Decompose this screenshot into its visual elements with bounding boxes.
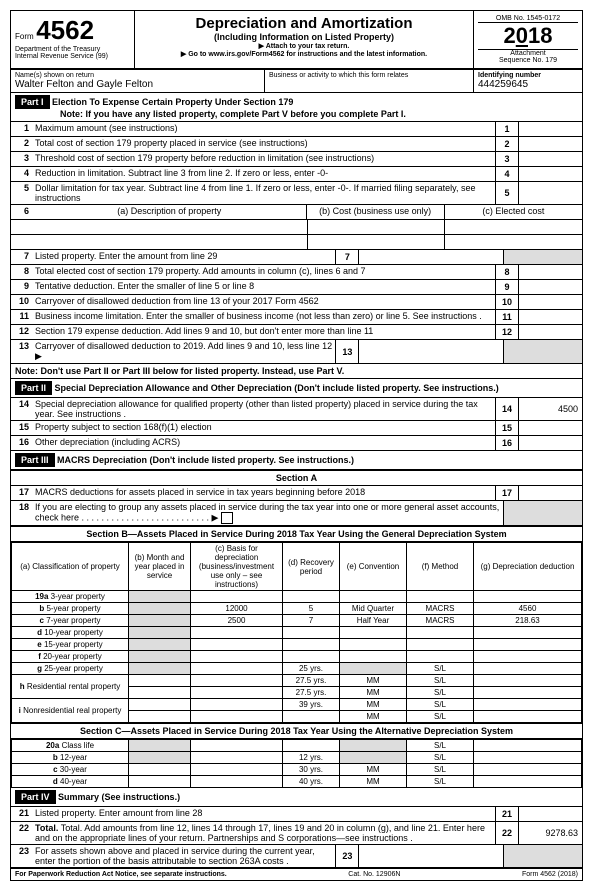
form-title: Depreciation and Amortization bbox=[139, 15, 469, 32]
part2-note: Note: Don't use Part II or Part III belo… bbox=[11, 364, 582, 379]
col-a: (a) Description of property bbox=[33, 205, 307, 219]
row-19g: g 25-year property25 yrs.S/L bbox=[12, 663, 582, 675]
line-22: 22Total. Total. Add amounts from line 12… bbox=[11, 822, 582, 845]
id-cell: Identifying number 444259645 bbox=[474, 70, 582, 92]
line-11: 11Business income limitation. Enter the … bbox=[11, 310, 582, 325]
attach-note: Attach to your tax return. bbox=[139, 42, 469, 50]
omb-number: OMB No. 1545-0172 bbox=[478, 15, 578, 23]
part3-header: Part III MACRS Depreciation (Don't inclu… bbox=[11, 451, 582, 470]
table-header-row: (a) Classification of property (b) Month… bbox=[12, 543, 582, 591]
header-right: OMB No. 1545-0172 2018 Attachment Sequen… bbox=[473, 11, 582, 68]
irs-label: Internal Revenue Service (99) bbox=[15, 53, 130, 60]
sequence-number: Sequence No. 179 bbox=[478, 57, 578, 64]
row-20a: 20a Class lifeS/L bbox=[12, 740, 582, 752]
part1-label: Part I bbox=[15, 95, 50, 109]
line-18: 18If you are electing to group any asset… bbox=[11, 501, 582, 526]
line-1: 1Maximum amount (see instructions)1 bbox=[11, 122, 582, 137]
form-footer: For Paperwork Reduction Act Notice, see … bbox=[11, 868, 582, 880]
footer-right: Form 4562 (2018) bbox=[522, 871, 578, 878]
line-9: 9Tentative deduction. Enter the smaller … bbox=[11, 280, 582, 295]
line-13: 13Carryover of disallowed deduction to 2… bbox=[11, 340, 582, 364]
footer-center: Cat. No. 12906N bbox=[348, 871, 400, 878]
attachment-label: Attachment bbox=[478, 49, 578, 57]
footer-left: For Paperwork Reduction Act Notice, see … bbox=[15, 871, 227, 878]
names-cell: Name(s) shown on return Walter Felton an… bbox=[11, 70, 265, 92]
row-19a: 19a 3-year property bbox=[12, 591, 582, 603]
line-2: 2Total cost of section 179 property plac… bbox=[11, 137, 582, 152]
section-a-header: Section A bbox=[11, 470, 582, 486]
line-16: 16Other depreciation (including ACRS)16 bbox=[11, 436, 582, 451]
row-19b: b 5-year property120005Mid QuarterMACRS4… bbox=[12, 603, 582, 615]
part1-header: Part I Election To Expense Certain Prope… bbox=[11, 93, 582, 122]
row-19f: f 20-year property bbox=[12, 651, 582, 663]
part4-header: Part IV Summary (See instructions.) bbox=[11, 788, 582, 807]
line-6-row2[interactable] bbox=[11, 235, 582, 250]
header-center: Depreciation and Amortization (Including… bbox=[135, 11, 473, 68]
business-cell: Business or activity to which this form … bbox=[265, 70, 474, 92]
form-prefix: Form bbox=[15, 32, 34, 41]
name-row: Name(s) shown on return Walter Felton an… bbox=[11, 70, 582, 93]
tax-year: 2018 bbox=[478, 23, 578, 49]
form-header: Form 4562 Department of the Treasury Int… bbox=[11, 11, 582, 70]
id-label: Identifying number bbox=[478, 72, 578, 79]
col-c: (c) Elected cost bbox=[445, 205, 582, 219]
names-value: Walter Felton and Gayle Felton bbox=[15, 79, 260, 90]
part1-title: Election To Expense Certain Property Und… bbox=[52, 97, 293, 107]
row-19i-1: i Nonresidential real property39 yrs.MMS… bbox=[12, 699, 582, 711]
part1-note: Note: If you have any listed property, c… bbox=[60, 109, 406, 119]
dept-label: Department of the Treasury bbox=[15, 46, 130, 53]
section-c-table: 20a Class lifeS/L b 12-year12 yrs.S/L c … bbox=[11, 739, 582, 788]
line-8: 8Total elected cost of section 179 prope… bbox=[11, 265, 582, 280]
row-19e: e 15-year property bbox=[12, 639, 582, 651]
col-b: (b) Cost (business use only) bbox=[307, 205, 445, 219]
line-3: 3Threshold cost of section 179 property … bbox=[11, 152, 582, 167]
line-6-row1[interactable] bbox=[11, 220, 582, 235]
id-value: 444259645 bbox=[478, 79, 578, 90]
checkbox[interactable] bbox=[221, 512, 233, 524]
line-14: 14Special depreciation allowance for qua… bbox=[11, 398, 582, 421]
row-20b: b 12-year12 yrs.S/L bbox=[12, 752, 582, 764]
section-c-header: Section C—Assets Placed in Service Durin… bbox=[11, 723, 582, 739]
section-b-header: Section B—Assets Placed in Service Durin… bbox=[11, 526, 582, 542]
url-note: Go to www.irs.gov/Form4562 for instructi… bbox=[139, 50, 469, 58]
form-number: 4562 bbox=[36, 15, 94, 45]
row-20d: d 40-year40 yrs.MMS/L bbox=[12, 776, 582, 788]
line-22-value[interactable]: 9278.63 bbox=[518, 822, 582, 844]
header-left: Form 4562 Department of the Treasury Int… bbox=[11, 11, 135, 68]
line-15: 15Property subject to section 168(f)(1) … bbox=[11, 421, 582, 436]
row-19d: d 10-year property bbox=[12, 627, 582, 639]
line-5: 5Dollar limitation for tax year. Subtrac… bbox=[11, 182, 582, 205]
row-20c: c 30-year30 yrs.MMS/L bbox=[12, 764, 582, 776]
line-21: 21Listed property. Enter amount from lin… bbox=[11, 807, 582, 822]
row-19h-1: h Residential rental property27.5 yrs.MM… bbox=[12, 675, 582, 687]
form-subtitle: (Including Information on Listed Propert… bbox=[139, 32, 469, 42]
line-10: 10Carryover of disallowed deduction from… bbox=[11, 295, 582, 310]
names-label: Name(s) shown on return bbox=[15, 72, 260, 79]
line-17: 17MACRS deductions for assets placed in … bbox=[11, 486, 582, 501]
section-b-table: (a) Classification of property (b) Month… bbox=[11, 542, 582, 723]
line-6-header: 6 (a) Description of property (b) Cost (… bbox=[11, 205, 582, 220]
line-12: 12Section 179 expense deduction. Add lin… bbox=[11, 325, 582, 340]
form-4562: Form 4562 Department of the Treasury Int… bbox=[10, 10, 583, 881]
row-19c: c 7-year property25007Half YearMACRS218.… bbox=[12, 615, 582, 627]
line-14-value[interactable]: 4500 bbox=[518, 398, 582, 420]
business-label: Business or activity to which this form … bbox=[269, 72, 469, 79]
line-7: 7Listed property. Enter the amount from … bbox=[11, 250, 582, 265]
part2-header: Part II Special Depreciation Allowance a… bbox=[11, 379, 582, 398]
line-4: 4Reduction in limitation. Subtract line … bbox=[11, 167, 582, 182]
line-23: 23For assets shown above and placed in s… bbox=[11, 845, 582, 868]
